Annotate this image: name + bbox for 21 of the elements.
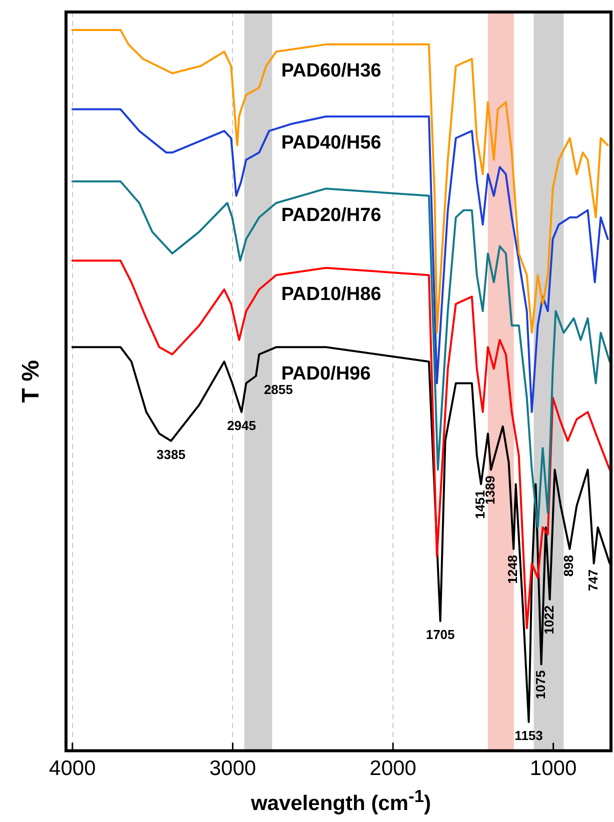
annotation: 747 <box>585 569 600 592</box>
annotation: 1248 <box>505 554 520 584</box>
series-label: PAD20/H76 <box>281 204 382 226</box>
series-label: PAD40/H56 <box>281 132 382 154</box>
annotation: 2855 <box>264 382 293 398</box>
x-tick-label: 1000 <box>530 757 577 780</box>
y-axis-title: T % <box>18 360 45 403</box>
series-label: PAD60/H36 <box>281 60 382 82</box>
annotation: 1153 <box>514 728 543 744</box>
x-axis-title: wavelength (cm$^{-1}$) <box>250 786 432 816</box>
annotation: 898 <box>561 554 576 577</box>
annotation: 1075 <box>532 670 548 700</box>
annotation: 3385 <box>156 446 186 462</box>
x-tick-label: 2000 <box>370 757 416 780</box>
x-tick-label: 4000 <box>49 757 96 780</box>
annotation: 2945 <box>227 418 256 434</box>
annotation: 1022 <box>541 605 556 634</box>
x-tick-label: 3000 <box>209 757 256 780</box>
annotation: 1705 <box>426 627 455 642</box>
series-label: PAD10/H86 <box>281 284 382 306</box>
series-label: PAD0/H96 <box>281 363 371 384</box>
